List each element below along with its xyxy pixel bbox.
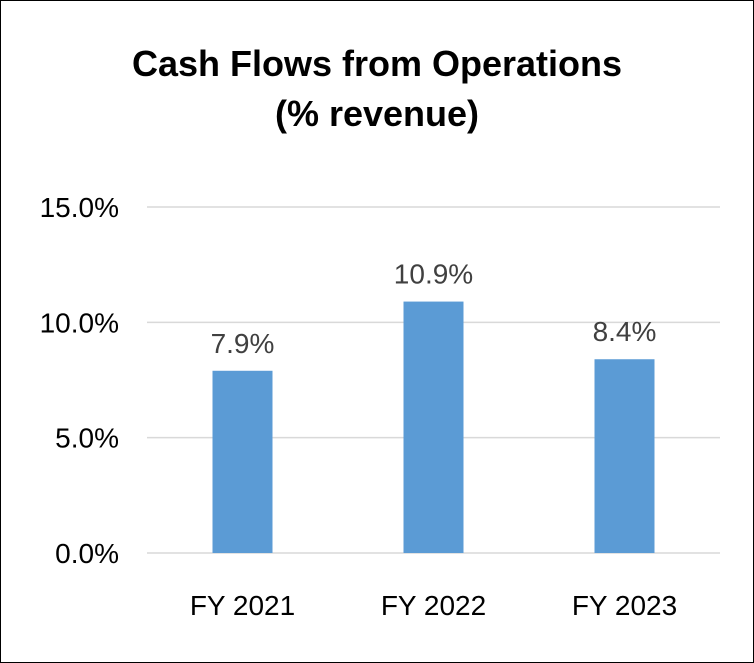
x-tick-label-1: FY 2021 (190, 590, 295, 621)
x-tick-label-3: FY 2023 (572, 590, 677, 621)
y-tick-label-2: 10.0% (40, 307, 119, 338)
data-label-2: 10.9% (394, 259, 473, 290)
y-tick-label-1: 5.0% (55, 423, 119, 454)
bar-1 (212, 370, 273, 553)
chart-subtitle: (% revenue) (274, 93, 480, 134)
data-label-3: 8.4% (593, 316, 657, 347)
bar-2 (403, 301, 464, 553)
data-label-1: 7.9% (211, 328, 275, 359)
y-tick-label-0: 0.0% (55, 538, 119, 569)
bar-3 (594, 359, 655, 553)
chart-title-line: Cash Flows from Operations (131, 43, 623, 84)
chart-title: Cash Flows from Operations (% revenue) (1, 39, 753, 139)
y-tick-label-3: 15.0% (40, 192, 119, 223)
x-tick-label-2: FY 2022 (381, 590, 486, 621)
